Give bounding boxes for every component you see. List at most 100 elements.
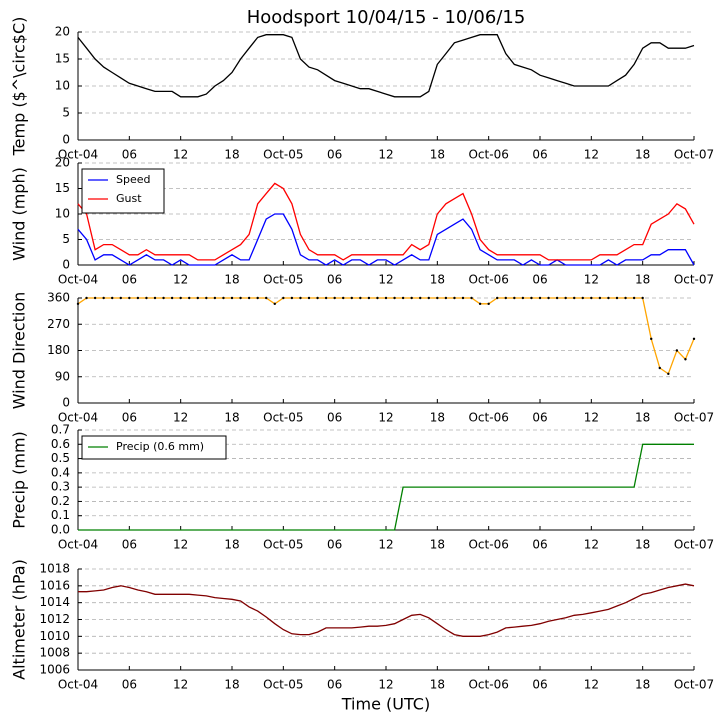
point bbox=[555, 296, 559, 300]
y-tick-label: 5 bbox=[62, 106, 70, 120]
x-tick-label: 06 bbox=[122, 273, 137, 287]
x-tick-label: Oct-06 bbox=[468, 538, 508, 552]
x-tick-label: 18 bbox=[635, 538, 650, 552]
legend-label: Precip (0.6 mm) bbox=[116, 440, 204, 453]
x-tick-label: Oct-04 bbox=[58, 273, 98, 287]
y-tick-label: 180 bbox=[47, 343, 70, 357]
point bbox=[615, 296, 619, 300]
y-tick-label: 0.3 bbox=[51, 480, 70, 494]
point bbox=[410, 296, 413, 300]
x-tick-label: 18 bbox=[224, 678, 239, 692]
x-tick-label: 12 bbox=[584, 678, 599, 692]
point bbox=[273, 302, 276, 306]
y-axis-label: Wind (mph) bbox=[10, 167, 29, 261]
x-tick-label: 06 bbox=[532, 678, 547, 692]
x-tick-label: Oct-05 bbox=[263, 678, 303, 692]
point bbox=[93, 296, 97, 300]
x-tick-label: Oct-06 bbox=[468, 273, 508, 287]
point bbox=[538, 296, 542, 300]
y-tick-label: 270 bbox=[47, 317, 70, 331]
point bbox=[316, 296, 319, 300]
series-line bbox=[77, 182, 695, 261]
x-tick-label: Oct-07 bbox=[674, 538, 714, 552]
chart-title: Hoodsport 10/04/15 - 10/06/15 bbox=[247, 7, 526, 28]
point bbox=[230, 296, 234, 300]
point bbox=[513, 296, 516, 300]
x-tick-label: 06 bbox=[532, 411, 547, 425]
point bbox=[419, 296, 422, 300]
x-tick-label: 12 bbox=[378, 538, 393, 552]
point bbox=[299, 296, 302, 300]
x-tick-label: 12 bbox=[173, 538, 188, 552]
point bbox=[384, 296, 388, 300]
point bbox=[564, 296, 567, 300]
series-line bbox=[77, 297, 695, 375]
point bbox=[658, 366, 661, 370]
point bbox=[547, 296, 550, 300]
point bbox=[504, 296, 507, 300]
y-tick-label: 1018 bbox=[39, 562, 70, 576]
point bbox=[76, 302, 80, 306]
y-tick-label: 0 bbox=[62, 133, 70, 147]
point bbox=[247, 296, 251, 300]
x-tick-label: 12 bbox=[584, 538, 599, 552]
x-tick-label: 18 bbox=[430, 678, 445, 692]
x-tick-label: 18 bbox=[224, 148, 239, 162]
point bbox=[632, 296, 636, 300]
point bbox=[393, 296, 396, 300]
y-tick-label: 0 bbox=[62, 258, 70, 272]
y-tick-label: 10 bbox=[55, 79, 70, 93]
x-tick-label: 12 bbox=[173, 148, 188, 162]
x-tick-label: Oct-06 bbox=[468, 411, 508, 425]
x-tick-label: 18 bbox=[635, 411, 650, 425]
x-tick-label: 12 bbox=[378, 411, 393, 425]
y-axis-label: Temp ($^\circ$C) bbox=[10, 17, 29, 157]
y-axis-label: Precip (mm) bbox=[10, 431, 29, 529]
point bbox=[145, 296, 148, 300]
point bbox=[342, 296, 345, 300]
x-tick-label: 06 bbox=[122, 148, 137, 162]
x-tick-label: 06 bbox=[122, 411, 137, 425]
point bbox=[102, 296, 105, 300]
point bbox=[85, 296, 88, 300]
y-tick-label: 0 bbox=[62, 396, 70, 410]
point bbox=[427, 296, 430, 300]
point bbox=[530, 296, 533, 300]
x-tick-label: 06 bbox=[327, 538, 342, 552]
legend-box bbox=[81, 168, 165, 214]
point bbox=[444, 296, 448, 300]
x-tick-label: 06 bbox=[327, 148, 342, 162]
x-tick-label: 06 bbox=[122, 538, 137, 552]
point bbox=[333, 296, 336, 300]
series-line bbox=[77, 213, 695, 266]
x-tick-label: 18 bbox=[224, 273, 239, 287]
point bbox=[324, 296, 328, 300]
x-axis-label: Time (UTC) bbox=[341, 695, 430, 714]
x-tick-label: 06 bbox=[532, 273, 547, 287]
point bbox=[196, 296, 199, 300]
point bbox=[222, 296, 225, 300]
y-tick-label: 360 bbox=[47, 291, 70, 305]
point bbox=[256, 296, 259, 300]
point bbox=[307, 296, 311, 300]
x-tick-label: Oct-04 bbox=[58, 538, 98, 552]
point bbox=[470, 296, 473, 300]
x-tick-label: 12 bbox=[584, 411, 599, 425]
series-line bbox=[78, 443, 694, 531]
series-line bbox=[77, 34, 695, 98]
point bbox=[367, 296, 371, 300]
x-tick-label: Oct-06 bbox=[468, 148, 508, 162]
point bbox=[359, 296, 362, 300]
y-tick-label: 1010 bbox=[39, 629, 70, 643]
x-tick-label: 06 bbox=[327, 273, 342, 287]
x-tick-label: 06 bbox=[532, 538, 547, 552]
point bbox=[521, 296, 525, 300]
y-tick-label: 15 bbox=[55, 52, 70, 66]
point bbox=[624, 296, 627, 300]
legend-label: Gust bbox=[116, 192, 142, 205]
x-tick-label: Oct-04 bbox=[58, 678, 98, 692]
point bbox=[205, 296, 208, 300]
x-tick-label: 18 bbox=[224, 538, 239, 552]
y-tick-label: 1014 bbox=[39, 595, 70, 609]
x-tick-label: 18 bbox=[635, 148, 650, 162]
